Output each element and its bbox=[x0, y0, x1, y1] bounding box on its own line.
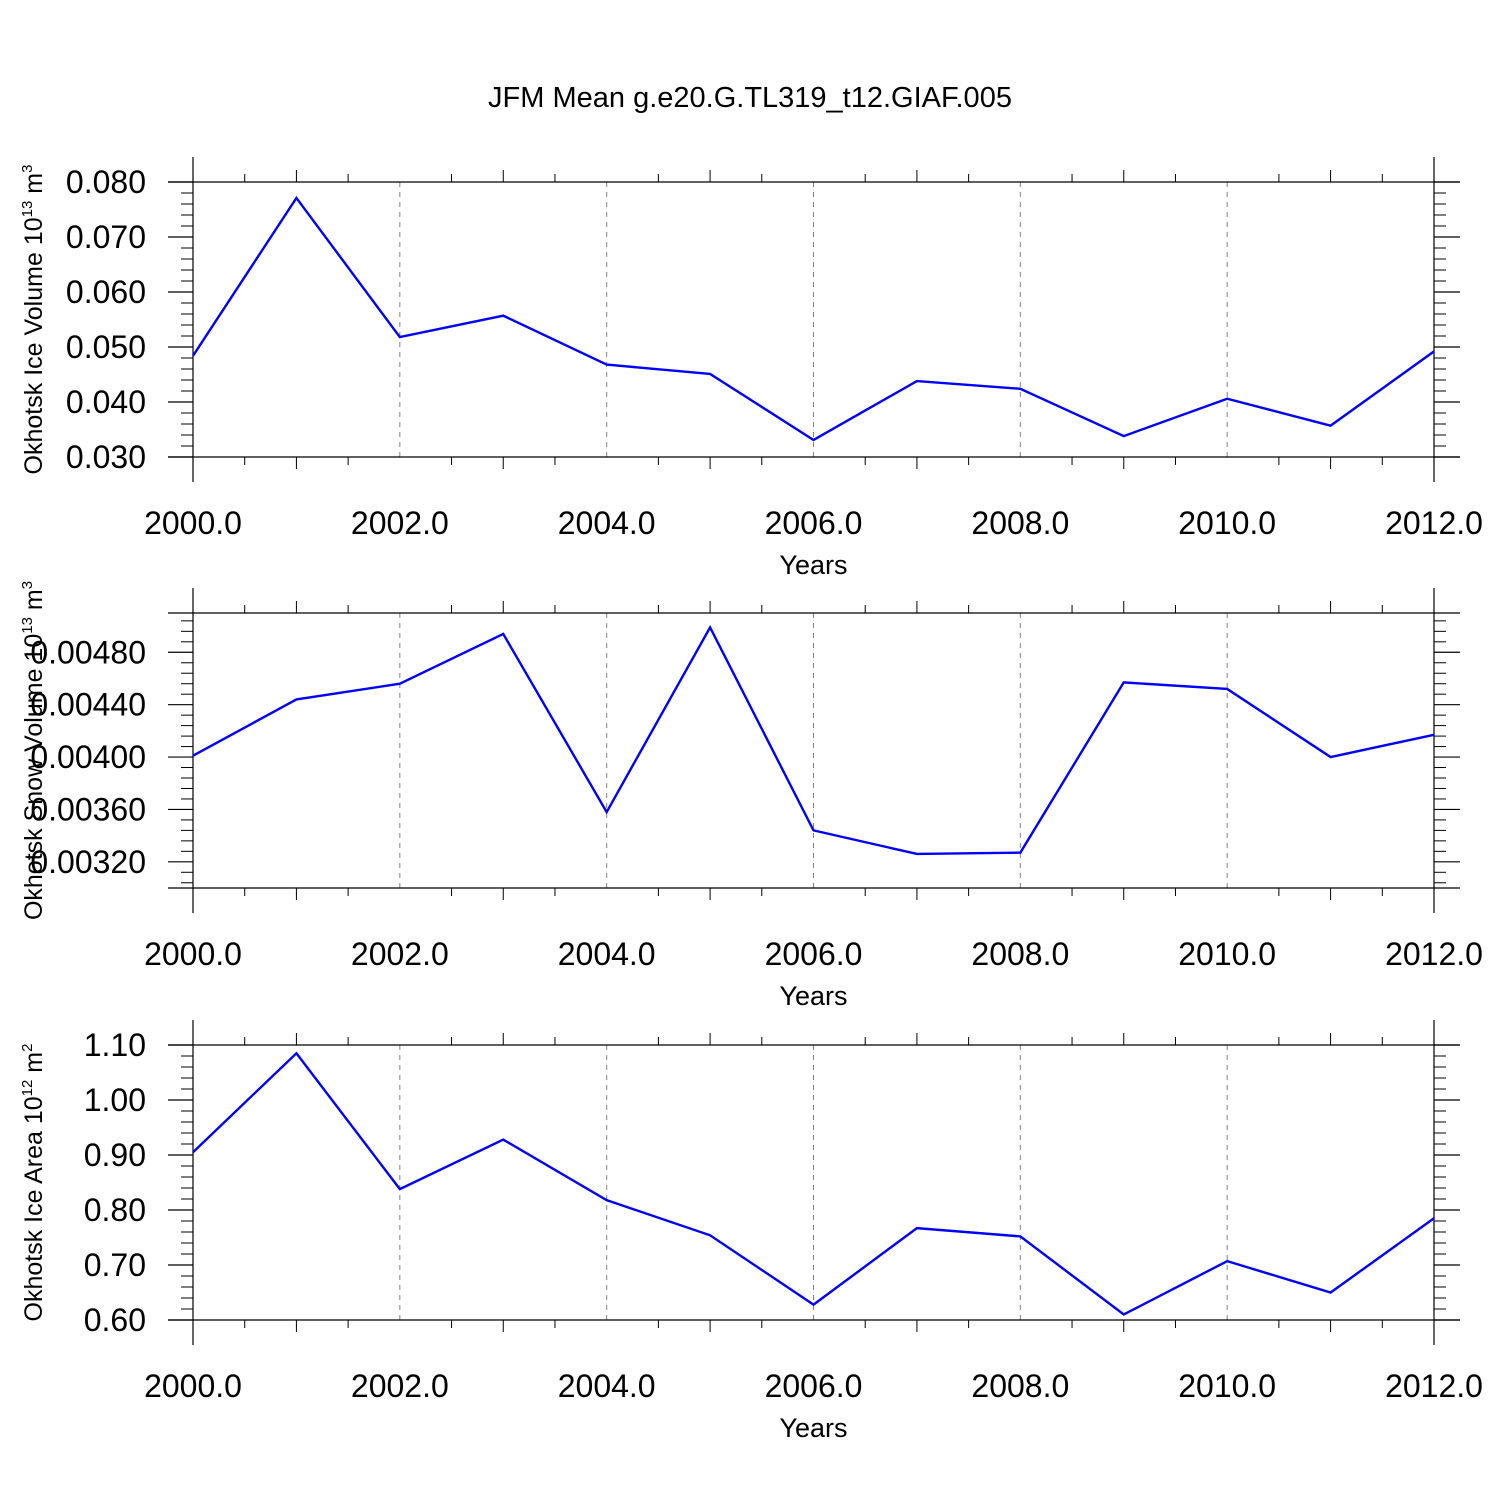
chart-panel-3: 2000.0 2002.0 2004.0 2006.0 2008.0 2010.0 2012… bbox=[19, 1020, 1483, 1443]
x-tick-label: 2012.0 bbox=[1385, 505, 1483, 541]
y-tick-label: 0.60 bbox=[84, 1302, 146, 1338]
x-tick-label: 2008.0 bbox=[971, 936, 1069, 972]
y-tick-label: 0.040 bbox=[66, 384, 146, 420]
y-tick-label: 0.060 bbox=[66, 274, 146, 310]
y-tick-label: 0.050 bbox=[66, 329, 146, 365]
y-tick-label: 0.70 bbox=[84, 1247, 146, 1283]
y-tick-label: 0.80 bbox=[84, 1192, 146, 1228]
chart-panel-1: 2000.0 2002.0 2004.0 2006.0 2008.0 2010.0 2012… bbox=[19, 157, 1483, 580]
y-tick-label: 1.00 bbox=[84, 1082, 146, 1118]
x-tick-label: 2004.0 bbox=[558, 936, 656, 972]
x-tick-label: 2006.0 bbox=[765, 1368, 863, 1404]
y-tick-label: 0.070 bbox=[66, 219, 146, 255]
x-tick-label: 2002.0 bbox=[351, 1368, 449, 1404]
x-axis-title: Years bbox=[779, 981, 847, 1011]
x-tick-label: 2000.0 bbox=[144, 1368, 242, 1404]
x-tick-label: 2008.0 bbox=[971, 1368, 1069, 1404]
x-tick-label: 2004.0 bbox=[558, 1368, 656, 1404]
x-tick-label: 2010.0 bbox=[1178, 1368, 1276, 1404]
x-tick-label: 2000.0 bbox=[144, 505, 242, 541]
x-tick-label: 2004.0 bbox=[558, 505, 656, 541]
x-tick-label: 2006.0 bbox=[765, 505, 863, 541]
y-tick-label: 0.080 bbox=[66, 164, 146, 200]
x-tick-label: 2002.0 bbox=[351, 936, 449, 972]
x-tick-label: 2012.0 bbox=[1385, 1368, 1483, 1404]
y-tick-label: 0.90 bbox=[84, 1137, 146, 1173]
x-tick-label: 2012.0 bbox=[1385, 936, 1483, 972]
y-axis-title: Okhotsk Snow Volume 1013 m3 bbox=[19, 581, 48, 920]
y-tick-label: 1.10 bbox=[84, 1027, 146, 1063]
series-line bbox=[193, 627, 1434, 854]
y-axis-title: Okhotsk Ice Area 1012 m2 bbox=[19, 1044, 48, 1322]
x-axis-title: Years bbox=[779, 550, 847, 580]
chart-panel-2: 2000.0 2002.0 2004.0 2006.0 2008.0 2010.0 2012… bbox=[19, 581, 1483, 1011]
x-tick-label: 2000.0 bbox=[144, 936, 242, 972]
x-axis-title: Years bbox=[779, 1413, 847, 1443]
y-axis-title: Okhotsk Ice Volume 1013 m3 bbox=[19, 165, 48, 475]
x-tick-label: 2006.0 bbox=[765, 936, 863, 972]
x-tick-label: 2010.0 bbox=[1178, 936, 1276, 972]
x-tick-label: 2010.0 bbox=[1178, 505, 1276, 541]
x-tick-label: 2002.0 bbox=[351, 505, 449, 541]
chart-title: JFM Mean g.e20.G.TL319_t12.GIAF.005 bbox=[488, 82, 1012, 114]
y-tick-label: 0.030 bbox=[66, 439, 146, 475]
x-tick-label: 2008.0 bbox=[971, 505, 1069, 541]
